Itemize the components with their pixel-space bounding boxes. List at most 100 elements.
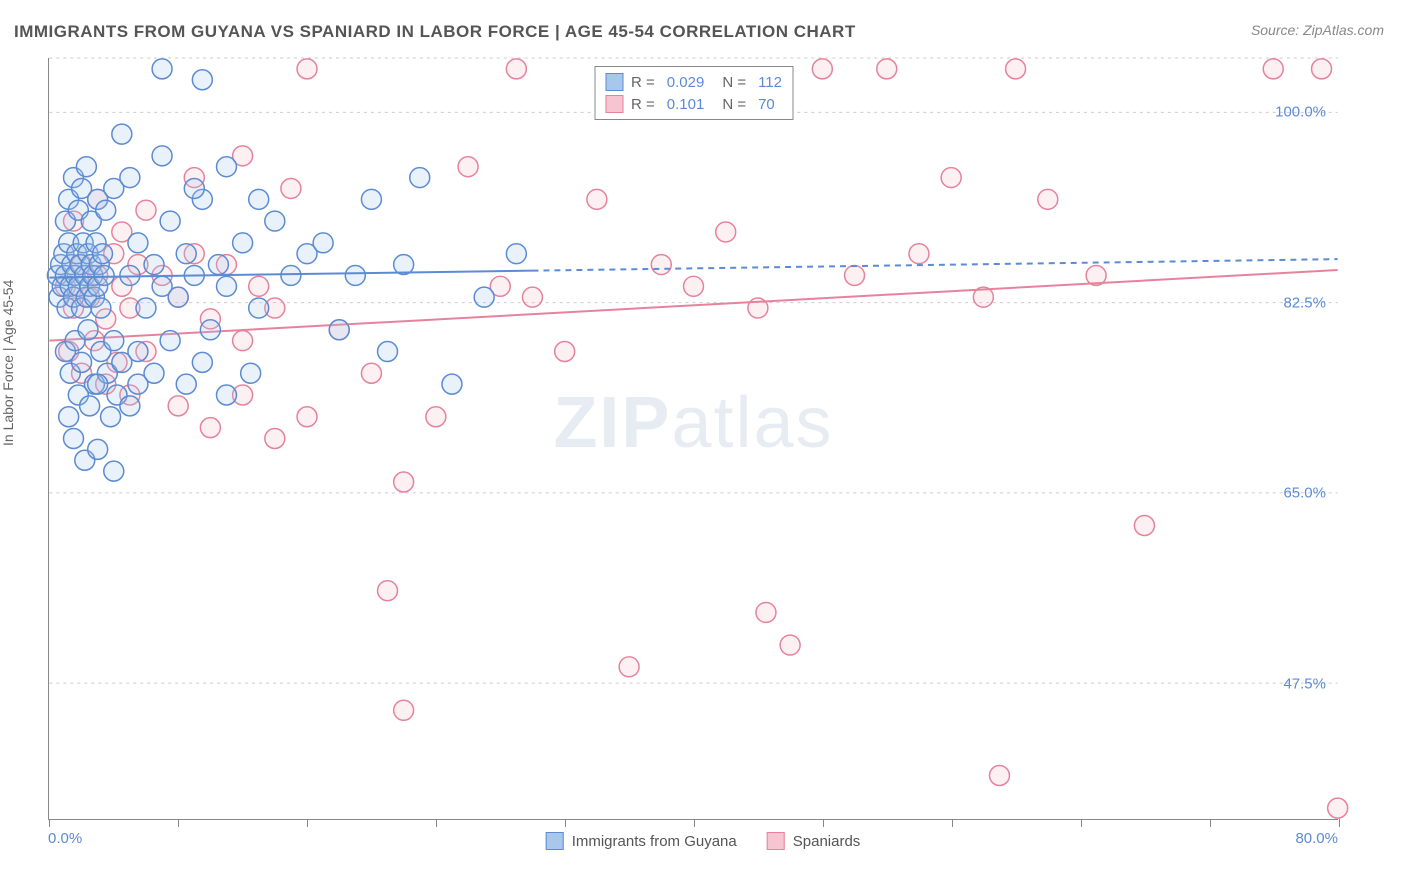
y-axis-label: In Labor Force | Age 45-54 <box>0 280 16 446</box>
scatter-point <box>313 233 333 253</box>
r-label: R = <box>631 74 655 91</box>
x-tick <box>1081 819 1082 827</box>
r-value-spaniards: 0.101 <box>667 96 705 113</box>
scatter-point <box>941 168 961 188</box>
scatter-point <box>1263 59 1283 79</box>
scatter-point <box>144 363 164 383</box>
scatter-point <box>361 363 381 383</box>
scatter-point <box>128 233 148 253</box>
scatter-point <box>756 602 776 622</box>
scatter-point <box>1038 189 1058 209</box>
scatter-point <box>192 70 212 90</box>
scatter-point <box>1328 798 1348 818</box>
scatter-svg <box>49 58 1338 819</box>
series-legend: Immigrants from Guyana Spaniards <box>546 832 861 850</box>
scatter-point <box>217 157 237 177</box>
scatter-point <box>651 255 671 275</box>
scatter-point <box>297 407 317 427</box>
x-axis-min-label: 0.0% <box>48 830 82 847</box>
swatch-spaniards <box>605 95 623 113</box>
scatter-point <box>345 265 365 285</box>
scatter-point <box>91 298 111 318</box>
legend-item-guyana: Immigrants from Guyana <box>546 832 737 850</box>
scatter-point <box>160 331 180 351</box>
scatter-point <box>78 320 98 340</box>
scatter-point <box>76 157 96 177</box>
scatter-point <box>329 320 349 340</box>
scatter-point <box>394 700 414 720</box>
source-attribution: Source: ZipAtlas.com <box>1251 22 1384 38</box>
scatter-point <box>241 363 261 383</box>
scatter-point <box>297 59 317 79</box>
scatter-point <box>716 222 736 242</box>
scatter-point <box>812 59 832 79</box>
scatter-point <box>208 255 228 275</box>
x-tick <box>307 819 308 827</box>
scatter-point <box>200 418 220 438</box>
scatter-point <box>442 374 462 394</box>
scatter-point <box>410 168 430 188</box>
scatter-point <box>152 59 172 79</box>
swatch-guyana <box>546 832 564 850</box>
scatter-point <box>555 342 575 362</box>
scatter-point <box>217 385 237 405</box>
n-value-guyana: 112 <box>758 74 782 91</box>
n-value-spaniards: 70 <box>758 96 775 113</box>
correlation-legend: R = 0.029 N = 112 R = 0.101 N = 70 <box>594 66 793 120</box>
scatter-point <box>1006 59 1026 79</box>
scatter-point <box>176 374 196 394</box>
scatter-point <box>168 396 188 416</box>
scatter-point <box>192 352 212 372</box>
x-tick <box>436 819 437 827</box>
scatter-point <box>94 265 114 285</box>
y-tick-label: 65.0% <box>1283 485 1326 502</box>
legend-label-spaniards: Spaniards <box>793 833 861 850</box>
n-label: N = <box>722 96 746 113</box>
scatter-point <box>233 331 253 351</box>
scatter-point <box>989 766 1009 786</box>
scatter-point <box>474 287 494 307</box>
scatter-point <box>176 244 196 264</box>
scatter-point <box>144 255 164 275</box>
x-tick <box>1210 819 1211 827</box>
x-tick <box>565 819 566 827</box>
scatter-point <box>265 429 285 449</box>
scatter-point <box>780 635 800 655</box>
scatter-point <box>1312 59 1332 79</box>
scatter-point <box>80 396 100 416</box>
scatter-point <box>168 287 188 307</box>
scatter-point <box>249 189 269 209</box>
scatter-point <box>587 189 607 209</box>
scatter-point <box>120 396 140 416</box>
scatter-point <box>217 276 237 296</box>
scatter-point <box>200 320 220 340</box>
n-label: N = <box>722 74 746 91</box>
legend-row-spaniards: R = 0.101 N = 70 <box>605 93 782 115</box>
y-tick-label: 82.5% <box>1283 294 1326 311</box>
scatter-point <box>1134 515 1154 535</box>
scatter-point <box>877 59 897 79</box>
scatter-point <box>184 178 204 198</box>
legend-label-guyana: Immigrants from Guyana <box>572 833 737 850</box>
scatter-point <box>152 146 172 166</box>
scatter-point <box>88 374 108 394</box>
scatter-point <box>265 211 285 231</box>
scatter-point <box>104 331 124 351</box>
scatter-point <box>136 298 156 318</box>
scatter-point <box>909 244 929 264</box>
scatter-point <box>160 211 180 231</box>
scatter-point <box>458 157 478 177</box>
scatter-point <box>249 276 269 296</box>
scatter-point <box>394 472 414 492</box>
scatter-point <box>506 244 526 264</box>
scatter-point <box>281 265 301 285</box>
scatter-point <box>684 276 704 296</box>
scatter-point <box>72 352 92 372</box>
scatter-point <box>112 124 132 144</box>
correlation-chart: IMMIGRANTS FROM GUYANA VS SPANIARD IN LA… <box>0 0 1406 892</box>
y-tick-label: 47.5% <box>1283 675 1326 692</box>
chart-title: IMMIGRANTS FROM GUYANA VS SPANIARD IN LA… <box>14 22 856 42</box>
x-tick <box>1339 819 1340 827</box>
scatter-point <box>361 189 381 209</box>
y-tick-label: 100.0% <box>1275 104 1326 121</box>
